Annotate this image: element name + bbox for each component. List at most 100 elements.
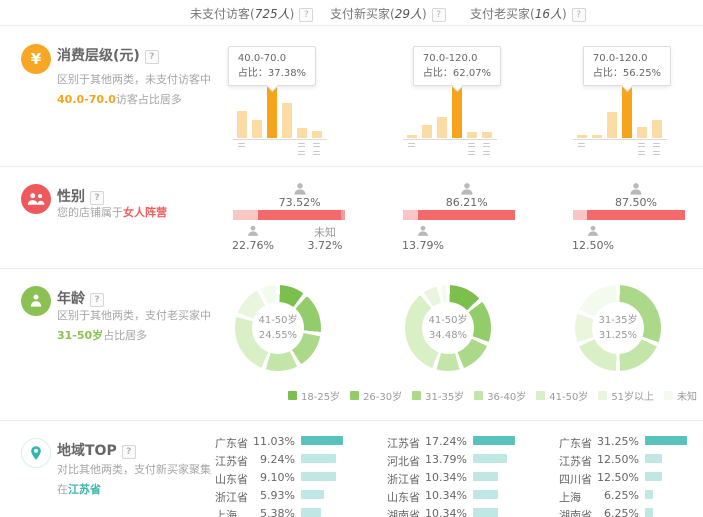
region-row[interactable]: 山东省 9.10% — [215, 471, 365, 486]
region-percent: 13.79% — [425, 453, 467, 466]
help-icon[interactable]: ? — [121, 445, 136, 459]
female-segment[interactable] — [258, 210, 341, 220]
donut-center-range: 41-50岁 — [258, 315, 298, 326]
region-percent: 10.34% — [425, 507, 467, 517]
price-bar[interactable] — [252, 120, 262, 138]
price-bar[interactable] — [407, 135, 417, 138]
male-icon — [418, 225, 428, 236]
region-bar — [473, 508, 498, 517]
legend-item[interactable]: 18-25岁 — [288, 388, 340, 403]
region-percent: 31.25% — [597, 435, 639, 448]
section-title-text: 性别 — [57, 189, 85, 205]
legend-item[interactable]: 31-35岁 — [412, 388, 464, 403]
region-row[interactable]: 广东省 11.03% — [215, 435, 365, 450]
price-bar[interactable] — [297, 128, 307, 138]
chart-tooltip: 70.0-120.0 占比：62.07% — [412, 46, 502, 86]
region-row[interactable]: 广东省 31.25% — [559, 435, 703, 450]
help-icon[interactable]: ? — [144, 50, 159, 64]
price-bar[interactable] — [237, 111, 247, 138]
tab-returning-buyers[interactable]: 支付老买家(16人)? — [470, 5, 586, 22]
donut-center-pct: 31.25% — [598, 330, 638, 341]
region-row[interactable]: 浙江省 10.34% — [387, 471, 537, 486]
region-name: 江苏省 — [387, 437, 420, 450]
unknown-label: 未知 — [314, 226, 336, 239]
help-icon[interactable]: ? — [90, 191, 104, 205]
price-bar-highlighted[interactable] — [452, 83, 462, 138]
legend-label: 41-50岁 — [549, 392, 589, 403]
section-title-age: 年龄? — [57, 288, 104, 308]
region-row[interactable]: 山东省 10.34% — [387, 489, 537, 504]
price-bar[interactable] — [437, 117, 447, 138]
region-row[interactable]: 湖南省 6.25% — [559, 507, 703, 517]
help-icon[interactable]: ? — [431, 8, 446, 22]
donut-center-range: 41-50岁 — [428, 315, 468, 326]
price-bar[interactable] — [282, 103, 292, 138]
legend-item[interactable]: 36-40岁 — [474, 388, 526, 403]
description-text: 区别于其他两类，未支付访客中 — [57, 73, 211, 86]
male-segment[interactable] — [573, 210, 587, 220]
price-bar[interactable] — [422, 125, 432, 138]
male-segment[interactable] — [233, 210, 259, 220]
region-row[interactable]: 江苏省 12.50% — [559, 453, 703, 468]
legend-item[interactable]: 41-50岁 — [536, 388, 588, 403]
region-row[interactable]: 湖南省 10.34% — [387, 507, 537, 517]
gender-chart-new-buyers: 86.21% 13.79% — [402, 167, 533, 268]
gender-bar[interactable] — [233, 210, 345, 220]
help-icon[interactable]: ? — [571, 8, 586, 22]
legend-item[interactable]: 26-30岁 — [350, 388, 402, 403]
price-bar[interactable] — [607, 112, 617, 138]
region-bar — [645, 508, 653, 517]
tab-count: 16人 — [534, 7, 562, 21]
age-donut[interactable]: 31-35岁 31.25% — [575, 285, 661, 371]
section-description: 区别于其他两类，未支付访客中 40.0-70.0访客占比居多 — [57, 70, 217, 110]
male-percent: 12.50% — [572, 239, 614, 252]
age-chart-returning-buyers: 31-35岁 31.25% — [573, 269, 703, 420]
donut-center-pct: 24.55% — [258, 330, 298, 341]
help-icon[interactable]: ? — [90, 293, 104, 307]
tab-new-buyers[interactable]: 支付新买家(29人)? — [330, 5, 446, 22]
price-bar[interactable] — [482, 132, 492, 138]
description-highlight: 女人阵营 — [123, 206, 167, 219]
yen-glyph: ¥ — [30, 49, 42, 68]
gender-bar[interactable] — [573, 210, 685, 220]
region-row[interactable]: 上海 6.25% — [559, 489, 703, 504]
price-bar-highlighted[interactable] — [267, 83, 277, 138]
region-row[interactable]: 上海 5.38% — [215, 507, 365, 517]
help-icon[interactable]: ? — [299, 8, 314, 22]
price-bar[interactable] — [637, 127, 647, 138]
price-bar[interactable] — [577, 135, 587, 138]
region-row[interactable]: 江苏省 17.24% — [387, 435, 537, 450]
tab-unpaid-visitors[interactable]: 未支付访客(725人)? — [190, 5, 314, 22]
price-bar[interactable] — [652, 120, 662, 138]
age-chart-unpaid-visitors: 41-50岁 24.55% — [233, 269, 363, 420]
legend-item[interactable]: 未知 — [664, 388, 697, 403]
price-bar[interactable] — [312, 131, 322, 138]
region-row[interactable]: 四川省 12.50% — [559, 471, 703, 486]
price-bar[interactable] — [467, 132, 477, 138]
region-percent: 9.24% — [260, 453, 295, 466]
tooltip-range: 40.0-70.0 — [237, 53, 287, 64]
female-segment[interactable] — [418, 210, 515, 220]
female-segment[interactable] — [587, 210, 685, 220]
region-row[interactable]: 河北省 13.79% — [387, 453, 537, 468]
gender-bar[interactable] — [403, 210, 515, 220]
price-bar-highlighted[interactable] — [622, 83, 632, 138]
region-row[interactable]: 浙江省 5.93% — [215, 489, 365, 504]
region-percent: 6.25% — [604, 489, 639, 502]
price-bar[interactable] — [592, 135, 602, 138]
legend-item[interactable]: 51岁以上 — [598, 388, 654, 403]
male-segment[interactable] — [403, 210, 419, 220]
donut-center: 41-50岁 34.48% — [422, 302, 474, 354]
section-title-text: 年龄 — [57, 291, 85, 307]
female-percent: 73.52% — [278, 196, 321, 209]
unknown-segment[interactable] — [340, 210, 345, 220]
axis-tick-mark — [238, 143, 245, 149]
age-donut[interactable]: 41-50岁 24.55% — [235, 285, 321, 371]
age-donut[interactable]: 41-50岁 34.48% — [405, 285, 491, 371]
male-icon — [248, 225, 258, 236]
section-description: 您的店铺属于女人阵营 — [57, 203, 217, 223]
legend-swatch — [350, 391, 360, 400]
x-axis — [233, 139, 327, 140]
region-row[interactable]: 江苏省 9.24% — [215, 453, 365, 468]
legend-swatch — [536, 391, 546, 400]
